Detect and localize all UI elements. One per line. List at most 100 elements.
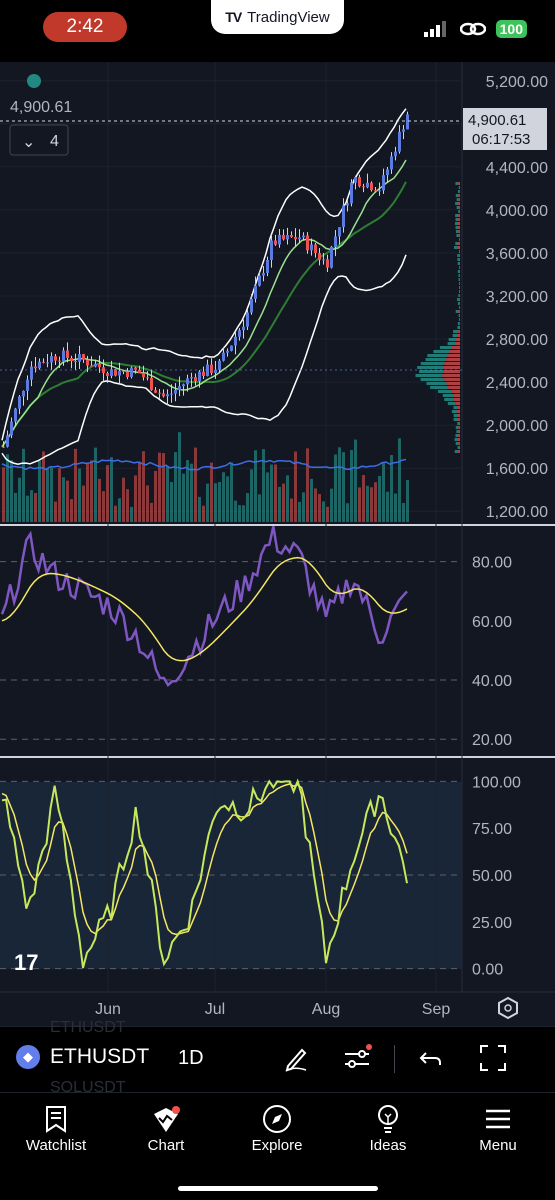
volume-bar [338, 447, 341, 522]
candle-body [98, 363, 101, 368]
volume-profile-down [459, 446, 460, 449]
volume-bar [238, 505, 241, 522]
volume-bar [22, 448, 25, 522]
axis-labels: 5,200.00 4,400.00 4,000.00 3,600.00 3,200.00… [95, 74, 548, 1018]
chart-area[interactable]: 4,900.61 ⌄ 4 4,900.61 06:17:53 5,200.00 4… [0, 62, 555, 1026]
indicator-toggle[interactable] [9, 124, 69, 156]
candle-body [370, 182, 373, 191]
fullscreen-icon [480, 1045, 506, 1071]
volume-bar [54, 501, 57, 522]
volume-bar [342, 452, 345, 522]
candle-body [102, 367, 105, 374]
interval-button[interactable]: 1D [178, 1047, 204, 1069]
chart-settings-icon[interactable] [498, 996, 518, 1020]
volume-bar [194, 447, 197, 522]
candle-body [158, 392, 161, 394]
tab-watchlist[interactable]: Watchlist [6, 1101, 106, 1154]
chart-icon [150, 1101, 182, 1137]
volume-profile-up [459, 282, 460, 285]
tab-chart[interactable]: Chart [116, 1101, 216, 1154]
candle-body [82, 354, 85, 360]
stoch-k-line [1, 778, 408, 969]
volume-bar [6, 454, 9, 522]
volume-profile-down [455, 338, 460, 341]
candle-body [246, 312, 249, 327]
symbol-selector[interactable]: ◆ ETHUSDT [16, 1045, 149, 1069]
volume-bar [14, 492, 17, 522]
volume-profile-up [458, 294, 460, 297]
volume-profile-down [446, 358, 460, 361]
candle-body [150, 377, 153, 391]
volume-profile-down [459, 278, 460, 281]
volume-bar [58, 468, 61, 522]
volume-profile-up [455, 242, 459, 245]
volume-profile-down [449, 350, 460, 353]
candle-body [62, 350, 65, 362]
undo-button[interactable] [414, 1041, 448, 1075]
tab-menu[interactable]: Menu [448, 1101, 548, 1154]
volume-profile-down [458, 326, 460, 329]
candle-body [210, 364, 213, 374]
candle-body [106, 373, 109, 376]
volume-profile-up [426, 382, 447, 385]
volume-profile-up [420, 378, 445, 381]
volume-bar [314, 488, 317, 522]
volume-bar [118, 498, 121, 522]
volume-profile-up [453, 330, 458, 333]
volume-bar [178, 432, 181, 522]
pen-icon [285, 1048, 307, 1072]
candle-body [178, 386, 181, 390]
volume-profile-down [458, 434, 460, 437]
indicators-button[interactable] [340, 1041, 374, 1075]
volume-bar [2, 467, 5, 522]
volume-bar [298, 501, 301, 522]
candle-body [286, 235, 289, 240]
volume-profile-up [427, 354, 447, 357]
volume-profile-down [458, 182, 460, 185]
candle-body [130, 367, 133, 377]
stoch-tick-label: 25.00 [472, 915, 512, 932]
time-tick-label: Sep [422, 1001, 451, 1018]
fullscreen-button[interactable] [476, 1041, 510, 1075]
candle-body [274, 240, 277, 245]
candle-body [22, 390, 25, 397]
volume-bar [378, 476, 381, 522]
volume-bar [230, 462, 233, 522]
ghost-symbol-bottom: SOLUSDT [50, 1079, 126, 1096]
link-icon [459, 22, 486, 36]
volume-bar [282, 483, 285, 522]
status-bar: 2:42 TV TradingView 100 [0, 0, 555, 62]
candle-body [218, 360, 221, 370]
candle-body [222, 352, 225, 361]
volume-bars [1, 432, 409, 522]
tab-explore[interactable]: Explore [227, 1101, 327, 1154]
tab-ideas[interactable]: Ideas [338, 1101, 438, 1154]
app-tab[interactable]: TV TradingView [211, 0, 344, 34]
volume-bar [286, 475, 289, 522]
volume-bar [402, 502, 405, 522]
volume-profile-up [454, 438, 458, 441]
chart-canvas[interactable]: 4,900.61 ⌄ 4 4,900.61 06:17:53 5,200.00 4… [0, 62, 555, 1026]
volume-bar [158, 452, 161, 522]
volume-bar [130, 506, 133, 522]
volume-bar [302, 492, 305, 522]
candle-body [74, 361, 77, 363]
volume-profile-down [459, 314, 460, 317]
legend-status-icon[interactable] [27, 74, 41, 88]
volume-bar [142, 451, 145, 522]
volume-profile-up [455, 426, 459, 429]
home-indicator [178, 1186, 378, 1191]
symbol-label: ETHUSDT [50, 1045, 150, 1068]
candle-body [238, 330, 241, 337]
tab-label: Explore [251, 1137, 303, 1154]
volume-bar [46, 467, 49, 522]
toolbar-separator [394, 1045, 395, 1073]
candle-body [266, 259, 269, 274]
volume-bar [382, 462, 385, 522]
indicator-count: 4 [50, 133, 59, 150]
price-tick-label: 3,600.00 [486, 246, 548, 263]
drawing-tools-button[interactable] [279, 1041, 313, 1075]
rsi-tick-label: 60.00 [472, 614, 512, 631]
volume-bar [162, 453, 165, 522]
volume-profile-up [417, 366, 443, 369]
